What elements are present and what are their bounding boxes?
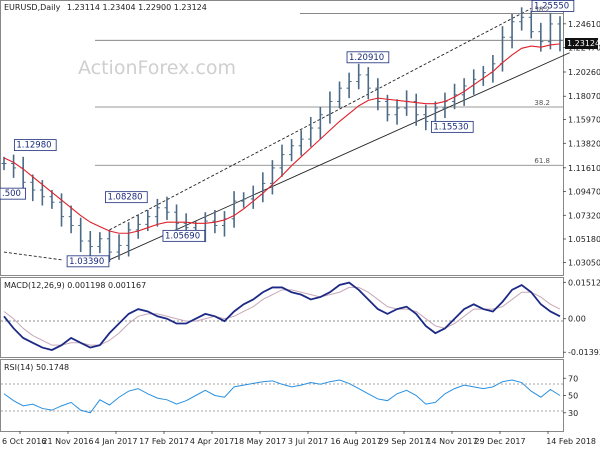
x-tick-label: 4 Jan 2017 [95,437,138,446]
annotation-label: .500 [2,189,21,199]
macd-tick-label: 0.00 [568,315,586,324]
y-tick-label: 1.20260 [568,68,600,77]
price-chart-title: EURUSD,Daily 1.23114 1.23404 1.22900 1.2… [4,3,207,12]
macd-panel-frame [0,277,564,358]
x-tick-label: 3 Jul 2017 [288,437,328,446]
annotation-box [531,0,575,12]
annotation-label: 1.25550 [534,1,569,11]
rsi-tick-label: 30 [568,409,578,418]
current-price-box [565,38,598,49]
annotation-label: 1.12980 [16,141,51,151]
y-tick-label: 1.24610 [568,20,600,29]
x-tick-label: 14 Feb 2018 [546,437,596,446]
ma-line [3,43,561,234]
annotation-box [13,139,57,152]
y-tick-label: 1.07320 [568,211,600,220]
price-chart-ohlc: 1.23114 1.23404 1.22900 1.23124 [67,3,207,12]
fib-label: 61.8 [534,157,550,165]
y-tick-label: 1.11610 [568,164,600,173]
x-tick-label: 29 Dec 2017 [474,437,525,446]
price-panel-frame [0,0,564,276]
x-tick-label: 18 May 2017 [234,437,286,446]
annotation-label: 1.15530 [433,122,468,132]
trendline-channel [109,8,532,231]
annotation-box [430,120,474,133]
current-price-label: 1.23124 [567,39,600,48]
rsi-y-axis: 70 50 30 [563,374,578,418]
rsi-tick-label: 70 [568,374,578,383]
x-tick-label: 17 Feb 2017 [139,437,189,446]
price-annotations: 1.25550 1.20910 1.15530 1.12980 1.08280 1.056… [0,0,575,268]
macd-y-axis: 0.01512 0.00 -0.01393 [563,278,600,357]
annotation-label: 1.03390 [69,257,104,267]
y-tick-label: 1.03050 [568,259,600,268]
macd-tick-label: 0.01512 [568,278,600,287]
x-tick-label: 29 Sep 2017 [379,437,430,446]
macd-tick-label: -0.01393 [568,348,600,357]
annotation-box [0,187,27,200]
macd-title: MACD(12,26,9) 0.001198 0.001167 [4,281,146,290]
annotation-label: 1.08280 [107,193,142,203]
fib-levels: 38.2 38.2 61.8 [534,5,550,165]
watermark: ActionForex.com [78,57,236,79]
rsi-tick-label: 50 [568,392,578,401]
macd-line [3,281,561,351]
y-tick-label: 1.13820 [568,139,600,148]
price-y-axis: 1.246101.224701.202601.180701.159701.138… [563,20,600,268]
rsi-title: RSI(14) 50.1748 [4,363,69,372]
y-tick-label: 1.05180 [568,235,600,244]
x-tick-label: 16 Aug 2017 [330,437,381,446]
rsi-panel-frame [0,359,564,432]
y-tick-label: 1.15970 [568,116,600,125]
annotation-box [66,255,110,268]
y-tick-label: 1.18070 [568,92,600,101]
price-chart-symbol: EURUSD,Daily [4,3,61,12]
x-tick-label: 6 Oct 2016 [2,437,46,446]
fib-label: 38.2 [534,5,550,13]
x-tick-label: 14 Nov 2017 [426,437,477,446]
annotation-label: 1.05690 [165,231,200,241]
rsi-series [3,379,561,414]
macd-series [3,281,561,351]
x-tick-label: 21 Nov 2016 [42,437,93,446]
annotation-label: 1.20910 [349,53,384,63]
annotation-box [162,229,206,242]
moving-average [3,43,561,234]
y-tick-label: 1.09470 [568,187,600,196]
annotation-box [346,51,390,64]
fib-label: 38.2 [534,99,550,107]
horizontal-lines [95,13,563,166]
rsi-line [3,379,561,414]
annotation-box [105,191,148,204]
x-tick-label: 4 Apr 2017 [190,437,234,446]
